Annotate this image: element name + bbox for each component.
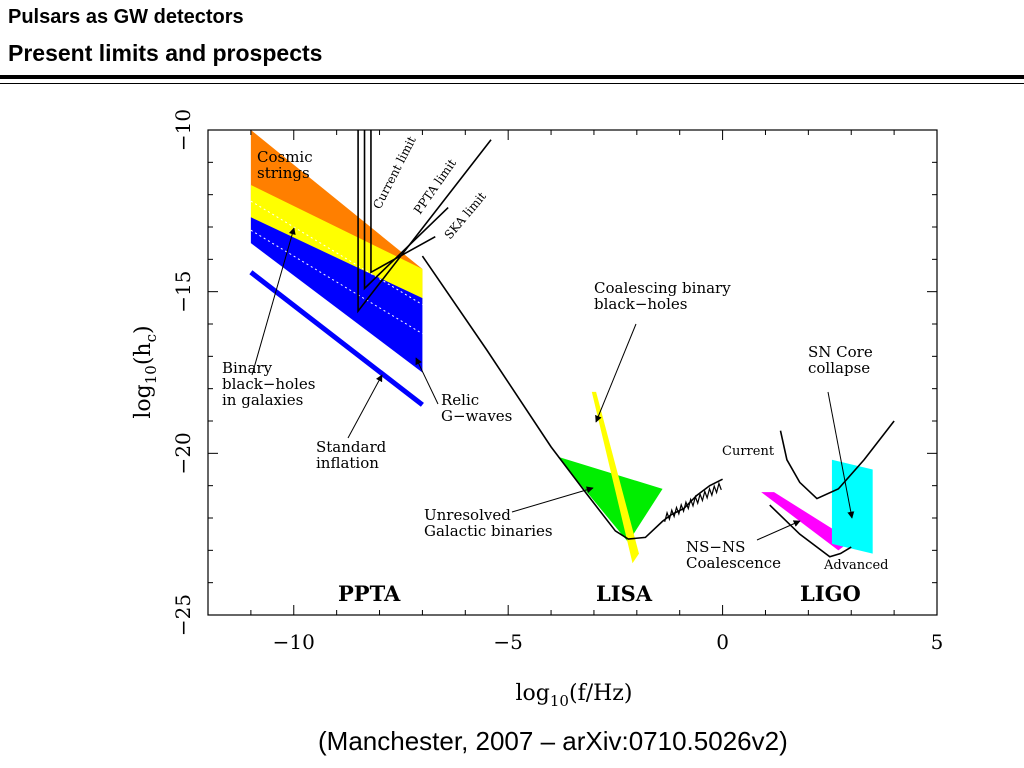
line-standard-inflation [249, 270, 424, 407]
region-boundary-dotted [250, 229, 423, 335]
line-lisa-sensitivity [421, 255, 723, 540]
label-ppta: PPTA [338, 581, 401, 606]
line-ppta-limit [363, 130, 449, 291]
label-standard-inflation: Standard inflation [316, 438, 387, 472]
label-ligo-current: Current [722, 444, 775, 459]
arrow-sn-core [827, 391, 855, 519]
citation: (Manchester, 2007 – arXiv:0710.5026v2) [318, 726, 788, 756]
region-boundary-dotted [250, 200, 423, 306]
y-tick-label: −20 [171, 432, 195, 474]
line-current-limit [357, 130, 492, 314]
arrow-binary-bh [251, 227, 296, 376]
x-tick-label: 0 [716, 630, 729, 654]
y-axis-label: log10(hc) [131, 325, 160, 418]
region-ns-ns-coalescence [761, 492, 852, 551]
label-coalescing-bbh: Coalescing binary black−holes [594, 279, 731, 313]
label-binary-bh: Binary black−holes in galaxies [222, 359, 315, 409]
x-axis-label: log10(f/Hz) [516, 681, 633, 710]
slide-title: Pulsars as GW detectors [8, 6, 244, 28]
arrow-standard-inflation [347, 374, 383, 439]
line-lisa-wiggle [664, 481, 722, 523]
label-cosmic-strings: Cosmic strings [257, 148, 313, 182]
y-tick-label: −25 [171, 594, 195, 636]
arrow-relic [415, 357, 439, 405]
label-ppta-limit: PPTA limit [411, 156, 459, 216]
line-ligo-current [779, 420, 895, 500]
region-sn-core-collapse [831, 459, 873, 554]
label-sn-core: SN Core collapse [808, 343, 873, 377]
y-tick-label: −10 [171, 109, 195, 151]
label-lisa: LISA [596, 581, 653, 606]
label-ligo: LIGO [800, 581, 861, 606]
header-divider-thin [0, 83, 1024, 84]
x-tick-label: 5 [931, 630, 944, 654]
x-tick-label: −5 [493, 630, 522, 654]
chart-axes: −10 −5 0 5 −10 −15 −20 −25 log10(f/Hz) log10(hc) [131, 109, 943, 710]
header-divider-thick [0, 75, 1024, 79]
slide-subtitle: Present limits and prospects [8, 40, 323, 66]
label-current-limit: Current limit [370, 134, 419, 211]
label-ns-ns: NS−NS Coalescence [686, 538, 781, 572]
chart-lines [249, 130, 895, 558]
arrow-coalescing-bbh [595, 323, 637, 423]
line-ska-limit [370, 130, 436, 274]
region-unresolved-galactic-binaries [557, 456, 663, 543]
label-unresolved: Unresolved Galactic binaries [424, 506, 553, 540]
plot-frame [207, 129, 938, 616]
label-ligo-advanced: Advanced [823, 558, 888, 573]
label-ska-limit: SKA limit [442, 189, 489, 242]
region-coalescing-binary-black-holes [591, 391, 639, 564]
arrow-unresolved [511, 486, 594, 513]
chart-regions [250, 130, 873, 564]
line-ligo-advanced [769, 504, 852, 558]
x-tick-label: −10 [273, 630, 315, 654]
label-relic: Relic G−waves [441, 391, 512, 425]
arrow-ns-ns [756, 520, 801, 541]
y-tick-label: −15 [171, 271, 195, 313]
